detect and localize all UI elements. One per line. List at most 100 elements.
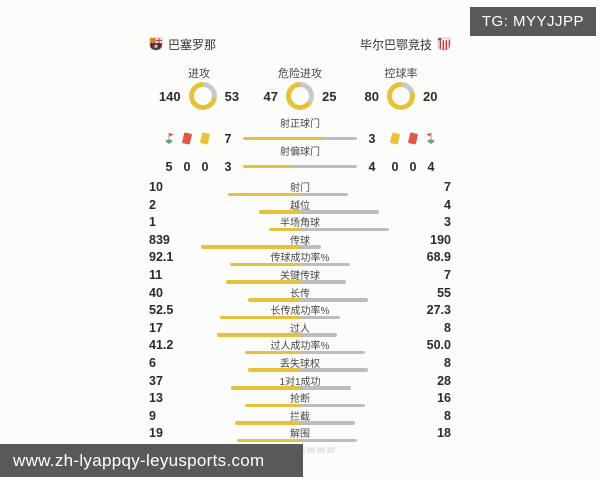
- stat-label: 传球成功率%: [270, 253, 330, 265]
- shots-section: 射正球门 7 3: [149, 118, 451, 174]
- stat-away-value: 16: [437, 391, 451, 406]
- stat-bar: [259, 210, 379, 214]
- home-team-name: 巴塞罗那: [168, 37, 217, 52]
- stat-bar: [220, 315, 340, 320]
- stat-away-value: 68.9: [426, 250, 451, 265]
- gauge-home-value: 47: [263, 88, 278, 104]
- stat-row: 839 传球 190: [149, 232, 451, 250]
- stat-bar: [217, 333, 337, 337]
- shots-on-home-value: 7: [224, 131, 232, 146]
- stat-bar: [248, 368, 368, 372]
- stat-label: 丢失球权: [280, 358, 320, 370]
- telegram-contact-badge: TG: MYYJJPP: [469, 7, 596, 36]
- stat-label: 半场角球: [280, 218, 320, 230]
- stat-label: 拦截: [290, 411, 310, 423]
- shots-off-target-label: 射偏球门: [280, 147, 320, 158]
- gauge-home-value: 140: [158, 88, 181, 104]
- corner-flag-icon: [161, 132, 177, 145]
- stat-bar: [237, 438, 357, 443]
- shots-off-target-bar: [243, 164, 357, 169]
- stats-list: 10 射门 7 2 越位 4 1 半场角球 3: [149, 179, 451, 443]
- gauge-label: 进攻: [188, 68, 210, 80]
- stat-label: 长传成功率%: [270, 306, 330, 318]
- stat-bar: [231, 386, 351, 390]
- away-corners-value: 4: [427, 159, 435, 174]
- stat-label: 过人成功率%: [270, 341, 330, 353]
- stat-home-value: 41.2: [149, 338, 174, 353]
- stat-label: 关键传球: [280, 270, 320, 282]
- home-team-badge-icon: [149, 37, 163, 51]
- stat-away-value: 3: [444, 215, 451, 230]
- match-stats-panel: 巴塞罗那 毕尔巴鄂竞技 进攻 140: [149, 0, 451, 454]
- away-yellow-cards-value: 0: [391, 159, 399, 174]
- stat-row: 19 解围 18: [149, 425, 451, 443]
- home-red-cards-value: 0: [183, 159, 191, 174]
- red-card-icon: [179, 132, 195, 145]
- shots-on-target-row: 7 3: [149, 131, 451, 146]
- corner-flag-icon: [423, 132, 439, 145]
- away-red-cards-value: 0: [409, 159, 417, 174]
- shots-on-away-value: 3: [368, 131, 376, 146]
- gauge-home-value: 80: [364, 88, 379, 104]
- site-url-bar: www.zh-lyappqy-leyusports.com: [0, 444, 303, 477]
- stat-away-value: 190: [430, 232, 451, 247]
- stat-label: 长传: [290, 288, 310, 300]
- shots-off-home-value: 3: [224, 159, 232, 174]
- stat-away-value: 7: [444, 180, 451, 194]
- stat-label: 过人: [290, 323, 310, 335]
- stat-home-value: 6: [149, 355, 156, 370]
- stat-home-value: 11: [149, 267, 163, 282]
- gauge: 危险进攻 47 25: [250, 65, 350, 110]
- stat-home-value: 19: [149, 426, 163, 441]
- stat-away-value: 8: [444, 408, 451, 423]
- shots-on-target-bar: [243, 136, 357, 141]
- stat-row: 1 半场角球 3: [149, 214, 451, 232]
- stat-away-value: 28: [437, 373, 451, 388]
- stat-label: 解围: [290, 429, 310, 441]
- stat-away-value: 8: [444, 355, 451, 370]
- stat-row: 13 抢断 16: [149, 390, 451, 408]
- stat-away-value: 18: [437, 426, 451, 441]
- stat-away-value: 27.3: [426, 303, 451, 318]
- stat-away-value: 7: [444, 267, 451, 282]
- yellow-card-icon: [197, 132, 213, 145]
- gauge-ring: [188, 82, 217, 110]
- red-card-icon: [405, 132, 421, 145]
- gauge-label: 危险进攻: [278, 68, 322, 80]
- stat-bar: [248, 298, 368, 302]
- stat-row: 37 1对1成功 28: [149, 373, 451, 391]
- stat-bar: [245, 350, 365, 355]
- stat-home-value: 839: [149, 232, 170, 247]
- shots-off-away-value: 4: [368, 159, 376, 174]
- stat-home-value: 92.1: [149, 250, 174, 265]
- stat-home-value: 13: [149, 391, 163, 406]
- stat-row: 17 过人 8: [149, 320, 451, 338]
- stat-row: 41.2 过人成功率% 50.0: [149, 337, 451, 355]
- stat-away-value: 8: [444, 320, 451, 335]
- home-corners-value: 5: [165, 159, 173, 174]
- stat-bar: [226, 280, 346, 284]
- stat-bar: [230, 262, 350, 267]
- stat-home-value: 40: [149, 285, 163, 300]
- stat-row: 52.5 长传成功率% 27.3: [149, 302, 451, 320]
- stat-row: 11 关键传球 7: [149, 267, 451, 285]
- stat-home-value: 17: [149, 320, 163, 335]
- home-yellow-cards-value: 0: [201, 159, 209, 174]
- yellow-card-icon: [387, 132, 403, 145]
- away-team-badge-icon: [437, 37, 451, 51]
- stat-label: 抢断: [290, 394, 310, 406]
- gauge-away-value: 25: [322, 88, 337, 104]
- gauge-away-value: 53: [224, 88, 240, 104]
- stat-label: 1对1成功: [279, 376, 321, 388]
- stat-bar: [245, 403, 365, 408]
- gauge: 控球率 80 20: [351, 65, 451, 110]
- gauge-ring: [387, 82, 415, 110]
- stat-home-value: 37: [149, 373, 163, 388]
- gauge: 进攻 140 53: [149, 65, 249, 110]
- shots-on-target-label: 射正球门: [280, 119, 320, 130]
- gauge-ring: [286, 82, 314, 110]
- away-team-name: 毕尔巴鄂竞技: [359, 37, 432, 52]
- stat-home-value: 52.5: [149, 303, 174, 318]
- shots-off-target-row: 5 0 0 3 4 0 0 4: [149, 159, 451, 174]
- gauge-label: 控球率: [384, 68, 418, 80]
